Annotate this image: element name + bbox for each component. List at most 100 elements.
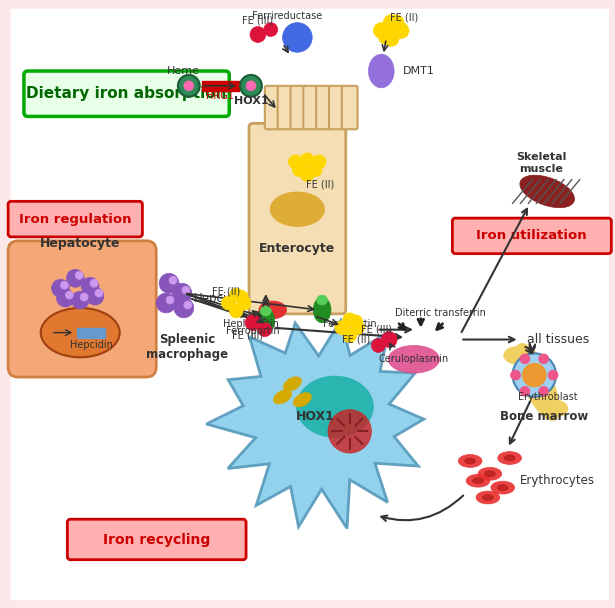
Ellipse shape: [476, 491, 500, 504]
Ellipse shape: [317, 295, 328, 305]
Text: Ceruloplasmin: Ceruloplasmin: [379, 354, 449, 364]
Text: Skeletal
muscle: Skeletal muscle: [516, 152, 566, 174]
Circle shape: [264, 22, 277, 36]
Circle shape: [343, 313, 357, 326]
Ellipse shape: [504, 455, 515, 461]
Circle shape: [510, 370, 520, 380]
Circle shape: [245, 315, 261, 331]
Text: FE (II): FE (II): [390, 13, 418, 22]
Ellipse shape: [296, 376, 373, 437]
Text: FE (II): FE (II): [212, 286, 240, 296]
Text: Enterocyte: Enterocyte: [260, 242, 336, 255]
Ellipse shape: [515, 344, 560, 421]
Circle shape: [300, 168, 314, 182]
Text: FE (III): FE (III): [232, 331, 264, 340]
Text: all tissues: all tissues: [528, 333, 590, 346]
Circle shape: [90, 279, 98, 287]
Circle shape: [378, 29, 394, 44]
Circle shape: [221, 296, 235, 310]
Text: Ferrireductase: Ferrireductase: [252, 11, 323, 21]
Circle shape: [65, 291, 73, 299]
Ellipse shape: [313, 297, 331, 323]
Bar: [77, 328, 105, 337]
Circle shape: [393, 22, 409, 38]
Circle shape: [57, 289, 74, 307]
Circle shape: [520, 387, 530, 396]
Circle shape: [71, 291, 89, 309]
Ellipse shape: [388, 345, 440, 373]
FancyBboxPatch shape: [453, 218, 611, 254]
Circle shape: [312, 155, 326, 169]
FancyBboxPatch shape: [316, 86, 332, 130]
Circle shape: [237, 296, 251, 310]
Ellipse shape: [491, 481, 515, 494]
FancyBboxPatch shape: [290, 86, 306, 130]
Circle shape: [182, 286, 190, 294]
Circle shape: [81, 277, 99, 295]
Text: HOX1: HOX1: [234, 95, 268, 106]
Ellipse shape: [284, 377, 301, 391]
Text: Ferroportin: Ferroportin: [226, 326, 280, 336]
Circle shape: [52, 279, 69, 297]
Text: Hepcidin: Hepcidin: [69, 340, 113, 350]
Ellipse shape: [483, 494, 493, 500]
FancyBboxPatch shape: [342, 86, 357, 130]
Circle shape: [539, 354, 549, 364]
Text: HOX1: HOX1: [296, 410, 335, 423]
Circle shape: [293, 163, 306, 177]
Text: FE (III): FE (III): [361, 325, 392, 334]
FancyBboxPatch shape: [8, 201, 143, 237]
Circle shape: [184, 81, 194, 91]
Circle shape: [308, 163, 322, 177]
Text: Hephaestin: Hephaestin: [223, 319, 279, 329]
Circle shape: [95, 289, 103, 297]
Circle shape: [388, 15, 404, 30]
Circle shape: [80, 293, 88, 301]
FancyBboxPatch shape: [265, 86, 280, 130]
Text: Hepatocyte: Hepatocyte: [40, 237, 121, 250]
Ellipse shape: [270, 192, 325, 227]
Bar: [202, 81, 239, 91]
FancyBboxPatch shape: [329, 86, 345, 130]
Circle shape: [166, 296, 174, 304]
Ellipse shape: [498, 452, 522, 465]
Ellipse shape: [478, 468, 502, 480]
FancyBboxPatch shape: [24, 71, 229, 116]
Ellipse shape: [257, 308, 275, 334]
Circle shape: [184, 301, 192, 309]
Text: Heme: Heme: [167, 66, 200, 76]
Ellipse shape: [540, 399, 568, 418]
Circle shape: [169, 277, 177, 285]
Circle shape: [234, 290, 248, 304]
Circle shape: [159, 274, 179, 293]
Text: HRG1: HRG1: [207, 91, 234, 101]
Ellipse shape: [41, 308, 120, 358]
Circle shape: [229, 288, 243, 302]
FancyBboxPatch shape: [249, 123, 346, 314]
Circle shape: [513, 353, 556, 397]
Circle shape: [250, 27, 266, 43]
Circle shape: [86, 287, 104, 305]
Ellipse shape: [504, 347, 531, 364]
Circle shape: [229, 304, 243, 318]
Circle shape: [373, 22, 389, 38]
Circle shape: [539, 387, 549, 396]
Ellipse shape: [259, 301, 287, 319]
Circle shape: [328, 410, 371, 453]
Circle shape: [172, 283, 192, 303]
Circle shape: [178, 75, 200, 97]
Ellipse shape: [498, 485, 508, 491]
Text: Bone marrow: Bone marrow: [500, 410, 589, 423]
Circle shape: [383, 30, 399, 46]
Ellipse shape: [368, 54, 394, 88]
FancyBboxPatch shape: [277, 86, 293, 130]
Circle shape: [343, 329, 357, 342]
Ellipse shape: [274, 390, 292, 404]
Circle shape: [523, 363, 546, 387]
Text: Iron utilization: Iron utilization: [476, 229, 587, 243]
Circle shape: [383, 15, 399, 30]
FancyBboxPatch shape: [68, 519, 246, 560]
Circle shape: [520, 354, 530, 364]
Text: FE (III): FE (III): [242, 16, 274, 26]
Circle shape: [156, 293, 176, 313]
